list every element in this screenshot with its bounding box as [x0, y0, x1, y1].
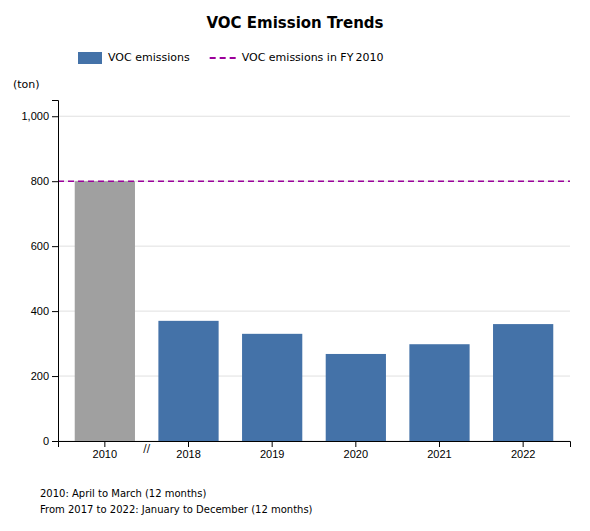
bar — [242, 334, 302, 441]
x-tick-label: 2019 — [260, 448, 284, 460]
x-tick-mark — [439, 441, 440, 447]
x-tick-mark — [188, 441, 189, 447]
y-tick-mark — [52, 181, 58, 182]
x-tick-mark — [272, 441, 273, 447]
y-tick-label: 200 — [31, 370, 49, 382]
bar — [409, 344, 469, 441]
y-tick: 600 — [31, 240, 58, 252]
x-axis: 2010 2018 2019 2020 2021 2022 — [59, 441, 571, 460]
legend-label: VOC emissions — [108, 51, 190, 64]
bar — [158, 321, 218, 441]
legend-swatch — [78, 52, 102, 64]
bar — [493, 324, 553, 441]
y-tick-label: 1,000 — [21, 110, 49, 122]
y-tick-label: 0 — [43, 435, 49, 447]
y-tick-label: 600 — [31, 240, 49, 252]
x-tick-mark — [355, 441, 356, 447]
x-tick: 2010 — [93, 441, 117, 460]
grid — [58, 116, 570, 441]
bar — [326, 354, 386, 441]
y-tick: 400 — [31, 305, 58, 317]
x-tick: 2018 — [176, 441, 200, 460]
axis-break: // — [143, 443, 150, 454]
chart-title: VOC Emission Trends — [206, 14, 383, 32]
chart-svg: 02004006008001,0002010201820192020202120… — [0, 0, 590, 531]
x-tick-label: 2010 — [93, 448, 117, 460]
y-axis: 0 200 400 600 800 1,000 — [21, 101, 58, 448]
x-tick: 2019 — [260, 441, 284, 460]
x-tick: 2021 — [427, 441, 451, 460]
grid-line — [58, 116, 570, 117]
y-tick-label: 400 — [31, 305, 49, 317]
x-tick-label: 2021 — [427, 448, 451, 460]
y-axis-line — [52, 101, 59, 442]
y-tick-mark — [52, 246, 58, 247]
x-axis-line — [59, 442, 571, 448]
x-tick-label: 2022 — [511, 448, 535, 460]
y-tick-mark — [52, 376, 58, 377]
marks — [58, 181, 570, 441]
x-tick-label: 2020 — [344, 448, 368, 460]
legend: VOC emissions VOC emissions in FY 2010 — [78, 51, 384, 64]
y-tick: 1,000 — [21, 110, 58, 122]
footnote: From 2017 to 2022: January to December (… — [40, 504, 313, 515]
y-tick: 200 — [31, 370, 58, 382]
reference-line — [58, 180, 570, 182]
plot-area: 02004006008001,0002010201820192020202120… — [21, 101, 570, 460]
x-tick: 2020 — [344, 441, 368, 460]
legend-item: VOC emissions in FY 2010 — [210, 51, 384, 64]
x-tick-mark — [104, 441, 105, 447]
legend-item: VOC emissions — [78, 51, 190, 64]
footnotes: 2010: April to March (12 months) From 201… — [40, 488, 313, 515]
legend-label: VOC emissions in FY 2010 — [242, 51, 384, 64]
x-tick-label: 2018 — [176, 448, 200, 460]
y-tick-mark — [52, 441, 58, 442]
legend-swatch — [210, 57, 236, 59]
footnote: 2010: April to March (12 months) — [40, 488, 206, 499]
y-tick-label: 800 — [31, 175, 49, 187]
x-tick: 2022 — [511, 441, 535, 460]
y-tick-mark — [52, 116, 58, 117]
x-tick-mark — [523, 441, 524, 447]
y-tick: 800 — [31, 175, 58, 187]
y-axis-label: (ton) — [13, 78, 40, 91]
chart-container: 02004006008001,0002010201820192020202120… — [0, 0, 590, 531]
bar — [75, 181, 135, 441]
y-tick: 0 — [43, 435, 58, 447]
y-tick-mark — [52, 311, 58, 312]
